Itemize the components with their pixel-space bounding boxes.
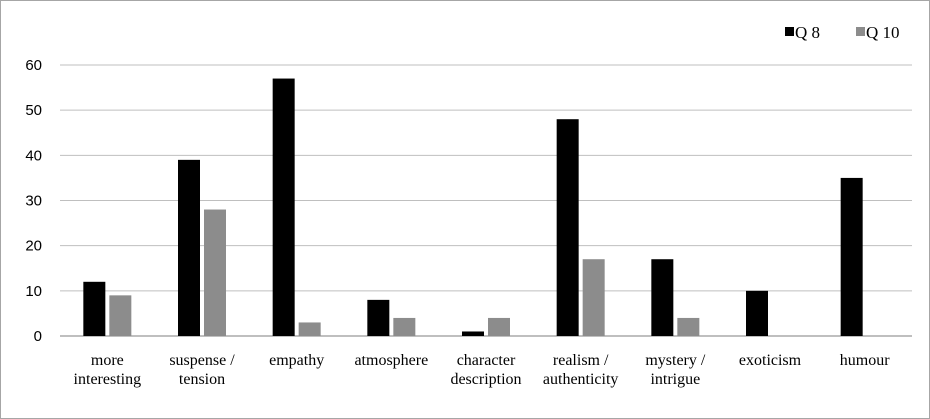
bar-q8-2 (272, 78, 295, 337)
category-label: atmosphere (354, 352, 428, 369)
category-label: suspense / (169, 352, 235, 369)
y-tick-label: 0 (34, 328, 42, 345)
category-label: mystery / (645, 352, 706, 369)
bar-q10-2 (298, 322, 321, 336)
bar-q8-6 (651, 259, 674, 336)
y-tick-label: 20 (25, 238, 42, 255)
bar-q8-7 (746, 290, 768, 336)
bar-q8-4 (462, 331, 484, 336)
category-label: authenticity (543, 371, 619, 388)
y-tick-label: 30 (25, 193, 42, 210)
bar-q8-3 (367, 299, 390, 336)
y-tick-label: 60 (25, 57, 42, 74)
bar-q10-3 (393, 317, 416, 336)
category-label: more (91, 352, 124, 369)
bar-q10-0 (109, 295, 132, 336)
bar-q8-0 (83, 281, 106, 336)
category-label: exoticism (739, 352, 802, 369)
category-label: tension (179, 371, 225, 388)
bar-q8-1 (178, 159, 200, 336)
bar-q10-5 (582, 259, 605, 336)
legend-label: Q 10 (866, 23, 900, 42)
y-tick-label: 10 (25, 283, 42, 300)
category-label: humour (840, 352, 890, 369)
category-label: description (450, 371, 521, 388)
category-label: interesting (74, 371, 142, 388)
y-tick-label: 50 (25, 102, 42, 119)
bar-q8-8 (840, 177, 863, 336)
legend-swatch (856, 27, 865, 36)
bar-q8-5 (556, 119, 579, 336)
bar-q10-6 (677, 317, 700, 336)
category-label: realism / (553, 352, 609, 369)
category-label: empathy (269, 352, 324, 369)
category-label: intrigue (650, 371, 700, 388)
legend-swatch (785, 27, 794, 36)
legend-label: Q 8 (795, 23, 820, 42)
bar-q10-1 (204, 209, 226, 336)
y-tick-label: 40 (25, 147, 42, 164)
bar-q10-4 (488, 317, 510, 336)
category-label: character (457, 352, 516, 369)
